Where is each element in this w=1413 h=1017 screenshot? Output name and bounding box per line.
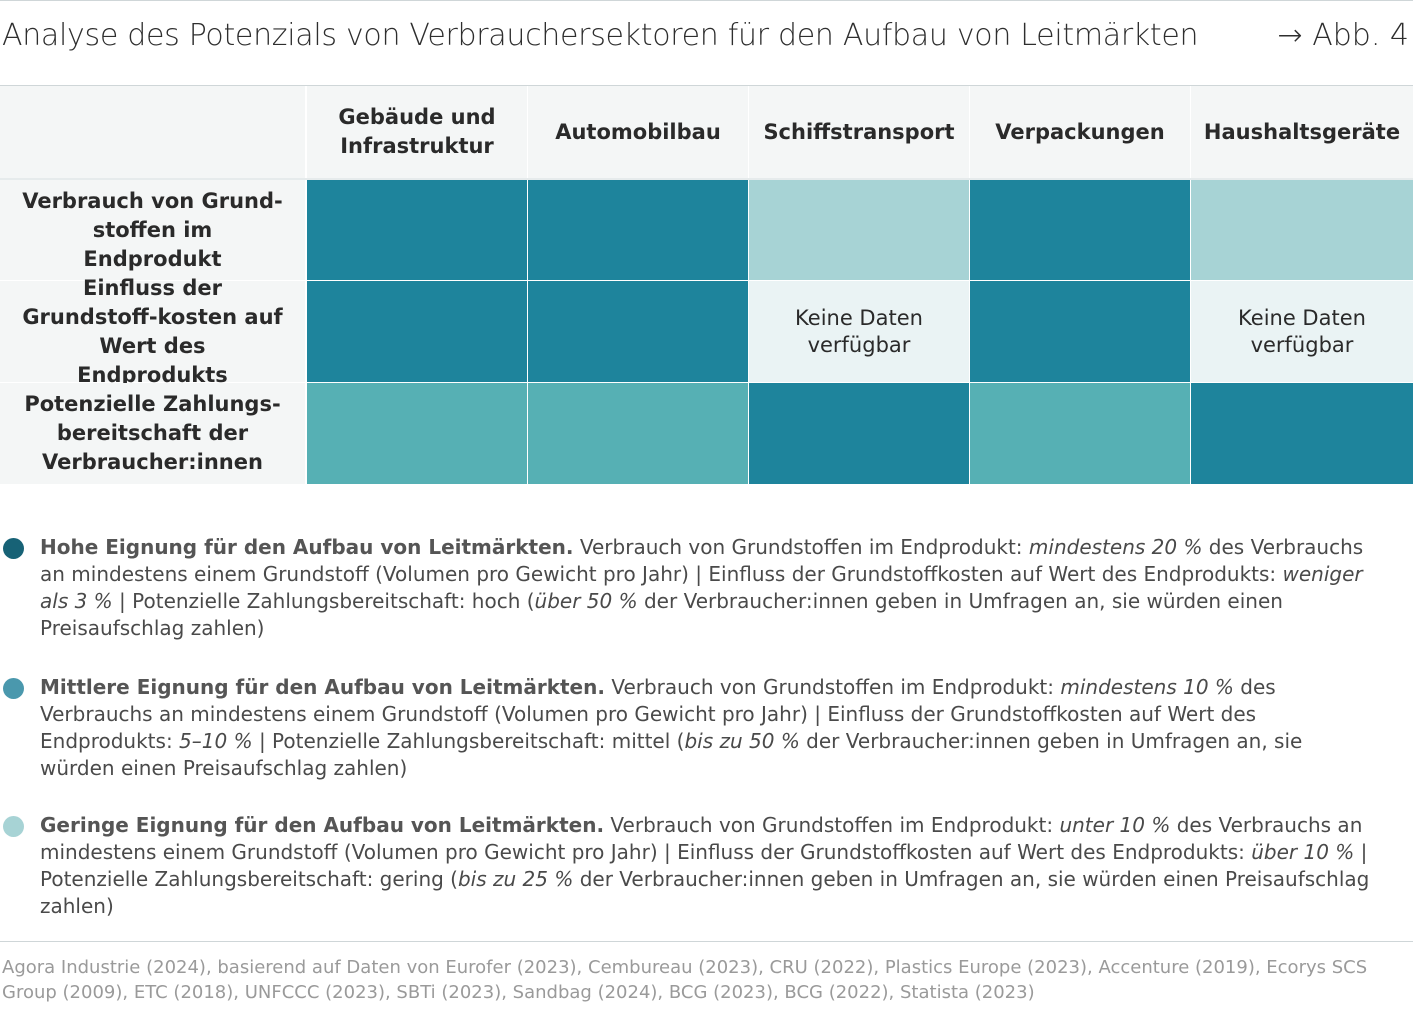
legend-text-segment: der Verbraucher:innen geben in Umfragen …: [40, 729, 1303, 780]
legend-threshold: weniger als 3 %: [40, 562, 1363, 613]
legend-heading: Hohe Eignung für den Aufbau von Leitmärk…: [40, 535, 574, 559]
rating-cell-hoch: [528, 281, 748, 382]
legend-heading: Geringe Eignung für den Aufbau von Leitm…: [40, 813, 605, 837]
rating-cell-hoch: [307, 180, 527, 280]
rating-cell-hoch: [970, 281, 1190, 382]
figure-reference-link[interactable]: → Abb. 4: [1277, 18, 1409, 53]
rating-cell-hoch: [528, 180, 748, 280]
page-title: Analyse des Potenzials von Verbraucherse…: [2, 18, 1199, 53]
rating-cell-mittel: [970, 383, 1190, 484]
source-rule: [0, 941, 1413, 942]
cell-label: Schiffstransport: [763, 119, 955, 144]
row-header: Einfluss der Grundstoff-kosten auf Wert …: [0, 276, 305, 387]
cell-label: Gebäude und Infrastruktur: [338, 105, 496, 158]
legend-text-segment: | Potenzielle Zahlungsbereitschaft: hoch…: [112, 589, 535, 613]
legend-dot-icon: [3, 678, 24, 699]
rating-cell-hoch: [1191, 383, 1413, 484]
source-note: Agora Industrie (2024), basierend auf Da…: [2, 957, 1368, 1003]
legend-text-segment: | Potenzielle Zahlungsbereitschaft: geri…: [40, 840, 1368, 891]
rating-cell-keine_daten: Keine Daten verfügbar: [1191, 281, 1413, 382]
legend-threshold: bis zu 25 %: [457, 867, 574, 891]
cell-label: Einfluss der Grundstoff-kosten auf Wert …: [22, 275, 283, 387]
legend-dot-icon: [3, 538, 24, 559]
legend-text-segment: des Verbrauchs an mindestens einem Grund…: [40, 813, 1363, 864]
column-header: Verpackungen: [970, 86, 1190, 178]
rating-cell-mittel: [307, 383, 527, 484]
legend-text-segment: Verbrauch von Grundstoffen im Endprodukt…: [604, 813, 1060, 837]
cell-label: Keine Daten verfügbar: [1238, 305, 1366, 357]
rating-cell-gering: [1191, 180, 1413, 280]
legend-threshold: bis zu 50 %: [684, 729, 800, 753]
legend-threshold: unter 10 %: [1059, 813, 1171, 837]
legend-threshold: 5–10 %: [179, 729, 253, 753]
row-header: Verbrauch von Grund-stoffen im Endproduk…: [0, 180, 305, 280]
column-header: Schiffstransport: [749, 86, 969, 178]
legend-dot-icon: [3, 816, 24, 837]
legend-threshold: über 50 %: [534, 589, 638, 613]
rating-cell-hoch: [970, 180, 1190, 280]
column-header: Automobilbau: [528, 86, 748, 178]
column-header: Haushaltsgeräte: [1191, 86, 1413, 178]
cell-label: Verbrauch von Grund-stoffen im Endproduk…: [22, 188, 283, 271]
legend-threshold: über 10 %: [1251, 840, 1355, 864]
legend-description: Mittlere Eignung für den Aufbau von Leit…: [40, 674, 1380, 782]
header-divider: [0, 178, 1413, 180]
cell-label: Potenzielle Zahlungs-bereitschaft der Ve…: [24, 392, 281, 474]
legend-heading: Mittlere Eignung für den Aufbau von Leit…: [40, 675, 605, 699]
legend-text-segment: | Potenzielle Zahlungsbereitschaft: mitt…: [252, 729, 685, 753]
legend-text-segment: der Verbraucher:innen geben in Umfragen …: [40, 867, 1370, 918]
rating-cell-hoch: [749, 383, 969, 484]
legend-text-segment: Verbrauch von Grundstoffen im Endprodukt…: [604, 675, 1061, 699]
legend-threshold: mindestens 20 %: [1028, 535, 1203, 559]
rating-cell-hoch: [307, 281, 527, 382]
cell-label: Verpackungen: [995, 119, 1165, 144]
cell-label: Keine Daten verfügbar: [795, 305, 923, 357]
row-header: Potenzielle Zahlungs-bereitschaft der Ve…: [0, 383, 305, 484]
legend-description: Hohe Eignung für den Aufbau von Leitmärk…: [40, 534, 1380, 642]
rating-cell-keine_daten: Keine Daten verfügbar: [749, 281, 969, 382]
legend-text-segment: Verbrauch von Grundstoffen im Endprodukt…: [573, 535, 1029, 559]
column-header: Gebäude und Infrastruktur: [307, 86, 527, 178]
legend-text-segment: des Verbrauchs an mindestens einem Grund…: [40, 675, 1276, 753]
legend-description: Geringe Eignung für den Aufbau von Leitm…: [40, 812, 1380, 920]
legend-text-segment: der Verbraucher:innen geben in Umfragen …: [40, 589, 1283, 640]
corner-cell: [0, 86, 305, 178]
rating-cell-mittel: [528, 383, 748, 484]
legend-text-segment: des Verbrauchs an mindestens einem Grund…: [40, 535, 1364, 586]
cell-label: Haushaltsgeräte: [1203, 119, 1401, 144]
top-rule: [0, 0, 1413, 1]
cell-label: Automobilbau: [555, 119, 721, 144]
suitability-matrix: Gebäude und Infrastruktur Automobilbau Sch…: [0, 86, 1413, 484]
rating-cell-gering: [749, 180, 969, 280]
title-rule: [0, 85, 1413, 86]
legend-threshold: mindestens 10 %: [1060, 675, 1234, 699]
